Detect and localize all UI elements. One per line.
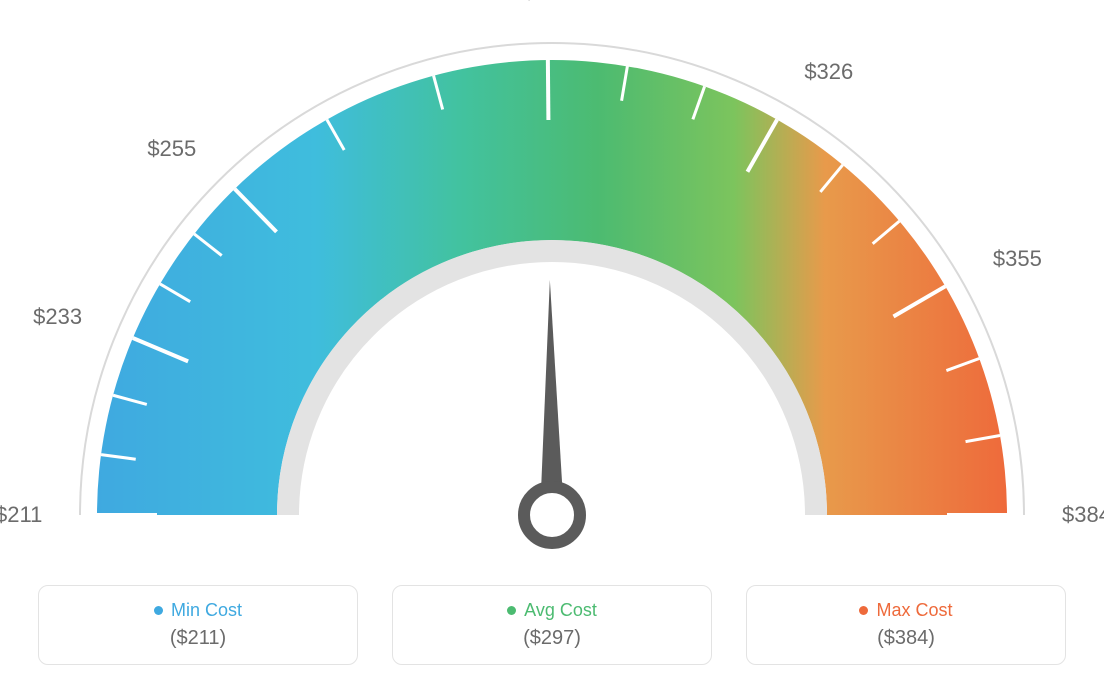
avg-cost-title: Avg Cost (507, 600, 597, 621)
min-cost-title: Min Cost (154, 600, 242, 621)
gauge-tick-label: $326 (804, 59, 853, 85)
gauge-tick-label: $384 (1062, 502, 1104, 528)
avg-cost-value: ($297) (523, 627, 581, 650)
min-cost-label: Min Cost (171, 600, 242, 621)
max-cost-title: Max Cost (859, 600, 952, 621)
avg-cost-card: Avg Cost ($297) (392, 585, 712, 665)
max-cost-card: Max Cost ($384) (746, 585, 1066, 665)
dot-icon (154, 606, 163, 615)
gauge-tick-label: $233 (33, 304, 82, 330)
min-cost-value: ($211) (170, 627, 226, 650)
summary-cards: Min Cost ($211) Avg Cost ($297) Max Cost… (38, 585, 1066, 665)
min-cost-card: Min Cost ($211) (38, 585, 358, 665)
dot-icon (507, 606, 516, 615)
dot-icon (859, 606, 868, 615)
gauge-tick-label: $255 (147, 136, 196, 162)
gauge-tick-label: $355 (993, 246, 1042, 272)
cost-gauge: $211$233$255$297$326$355$384 (42, 15, 1062, 565)
max-cost-label: Max Cost (876, 600, 952, 621)
avg-cost-label: Avg Cost (524, 600, 597, 621)
gauge-tick-label: $297 (523, 0, 572, 5)
gauge-tick-label: $211 (0, 502, 42, 528)
max-cost-value: ($384) (877, 627, 935, 650)
